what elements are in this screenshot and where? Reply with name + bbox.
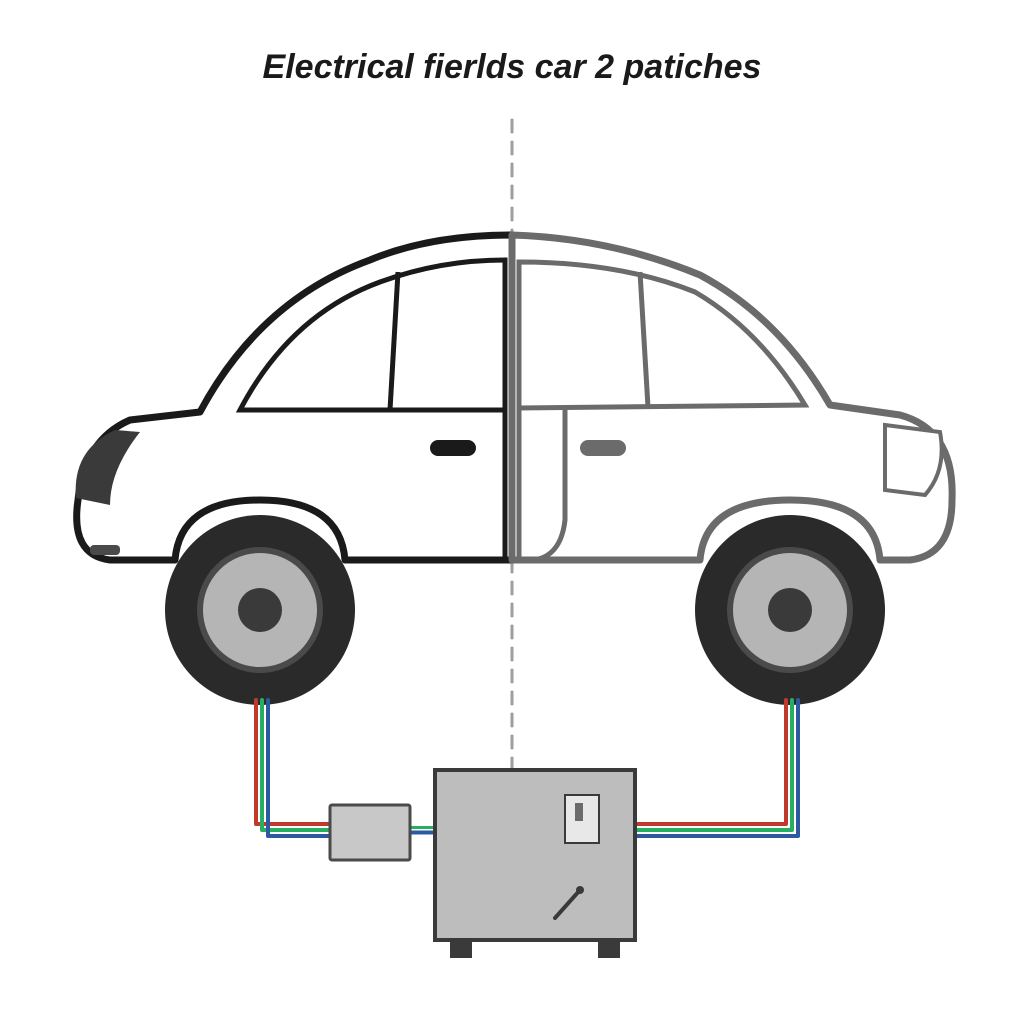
junction-box xyxy=(330,805,410,860)
diagram-svg xyxy=(0,0,1024,1024)
car-outline xyxy=(76,235,952,561)
diagram-canvas: Electrical fierlds car 2 patiches xyxy=(0,0,1024,1024)
control-unit xyxy=(435,770,635,958)
